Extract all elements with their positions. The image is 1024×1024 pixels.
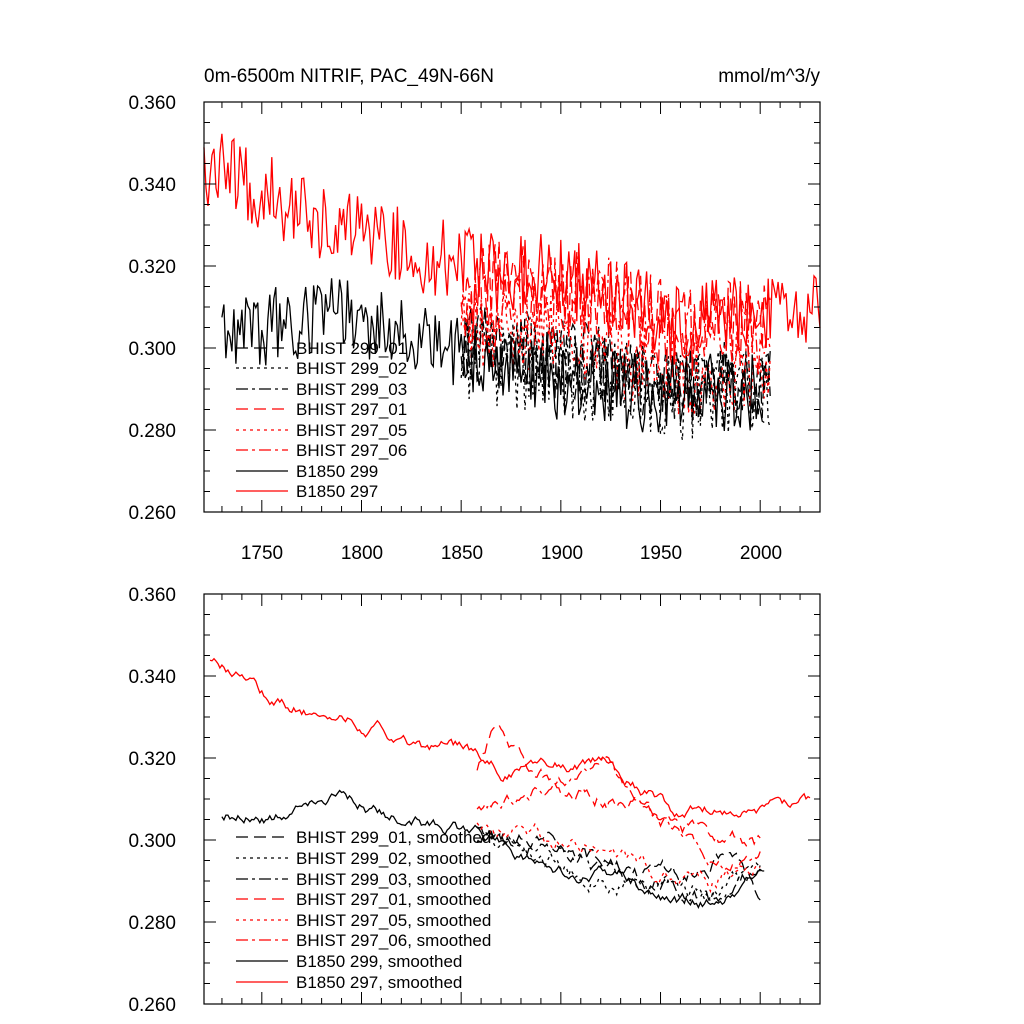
legend-top: BHIST 299_01 BHIST 299_02 BHIST 299_03 B… (236, 339, 407, 501)
x-tick-label: 1750 (241, 543, 283, 564)
x-tick-labels-top: 1750 1800 1850 1900 1950 2000 (241, 543, 782, 564)
series-line-6 (476, 756, 761, 872)
legend-item: BHIST 299_03 (236, 380, 407, 399)
x-tick-label: 1950 (640, 543, 682, 564)
y-tick-label: 0.340 (128, 175, 176, 196)
series-line-2 (460, 318, 771, 441)
ticks-top (204, 101, 821, 513)
y-tick-label: 0.300 (128, 339, 176, 360)
legend-label: BHIST 299_01, smoothed (296, 828, 491, 847)
bottom-panel: 0.260 0.280 0.300 0.320 0.340 0.360 BHIS… (128, 585, 821, 1016)
series-layer-top (203, 133, 821, 441)
legend-item: BHIST 299_02, smoothed (236, 849, 491, 868)
series-layer-bottom (209, 657, 811, 909)
legend-item: BHIST 299_01, smoothed (236, 828, 491, 847)
series-line-8 (209, 657, 811, 819)
legend-label: B1850 297 (296, 482, 378, 501)
legend-label: B1850 297, smoothed (296, 973, 462, 992)
top-panel: 0m-6500m NITRIF, PAC_49N-66N mmol/m^3/y … (128, 66, 821, 564)
chart-title: 0m-6500m NITRIF, PAC_49N-66N (204, 66, 494, 87)
legend-item: BHIST 299_03, smoothed (236, 870, 491, 889)
y-tick-label: 0.260 (128, 503, 176, 524)
legend-item: BHIST 297_05, smoothed (236, 911, 491, 930)
legend-item: BHIST 297_06 (236, 441, 407, 460)
x-tick-label: 1850 (441, 543, 483, 564)
y-tick-labels-top: 0.260 0.280 0.300 0.320 0.340 0.360 (128, 93, 176, 524)
y-tick-label: 0.280 (128, 913, 176, 934)
series-line-7 (221, 789, 765, 909)
legend-label: BHIST 297_05 (296, 421, 407, 440)
x-tick-label: 1800 (341, 543, 383, 564)
legend-item: BHIST 297_01 (236, 400, 407, 419)
x-tick-label: 1900 (541, 543, 583, 564)
series-line-2 (476, 832, 761, 902)
legend-item: BHIST 297_01, smoothed (236, 890, 491, 909)
legend-label: BHIST 299_01 (296, 339, 407, 358)
legend-label: BHIST 297_06, smoothed (296, 931, 491, 950)
legend-label: BHIST 297_01 (296, 400, 407, 419)
legend-label: B1850 299 (296, 462, 378, 481)
x-tick-label: 2000 (740, 543, 782, 564)
legend-label: BHIST 297_06 (296, 441, 407, 460)
y-tick-label: 0.320 (128, 749, 176, 770)
legend-item: B1850 297 (236, 482, 378, 501)
y-tick-label: 0.300 (128, 831, 176, 852)
y-tick-label: 0.340 (128, 667, 176, 688)
legend-bottom: BHIST 299_01, smoothed BHIST 299_02, smo… (236, 828, 491, 992)
chart-units: mmol/m^3/y (718, 66, 820, 87)
y-tick-labels-bottom: 0.260 0.280 0.300 0.320 0.340 0.360 (128, 585, 176, 1016)
legend-item: B1850 299 (236, 462, 378, 481)
legend-item: B1850 297, smoothed (236, 973, 462, 992)
ticks-bottom (204, 593, 821, 1005)
y-tick-label: 0.280 (128, 421, 176, 442)
series-line-7 (221, 278, 765, 433)
legend-item: BHIST 297_06, smoothed (236, 931, 491, 950)
legend-label: BHIST 299_02 (296, 359, 407, 378)
legend-label: BHIST 297_05, smoothed (296, 911, 491, 930)
series-line-8 (203, 133, 821, 365)
series-line-4 (476, 724, 761, 847)
legend-item: B1850 299, smoothed (236, 952, 462, 971)
legend-label: BHIST 299_03, smoothed (296, 870, 491, 889)
legend-item: BHIST 299_01 (236, 339, 407, 358)
legend-item: BHIST 297_05 (236, 421, 407, 440)
legend-item: BHIST 299_02 (236, 359, 407, 378)
y-tick-label: 0.360 (128, 93, 176, 114)
legend-label: BHIST 299_02, smoothed (296, 849, 491, 868)
y-tick-label: 0.360 (128, 585, 176, 606)
series-line-4 (460, 241, 771, 362)
legend-label: B1850 299, smoothed (296, 952, 462, 971)
y-tick-label: 0.260 (128, 995, 176, 1016)
legend-label: BHIST 297_01, smoothed (296, 890, 491, 909)
y-tick-label: 0.320 (128, 257, 176, 278)
legend-label: BHIST 299_03 (296, 380, 407, 399)
